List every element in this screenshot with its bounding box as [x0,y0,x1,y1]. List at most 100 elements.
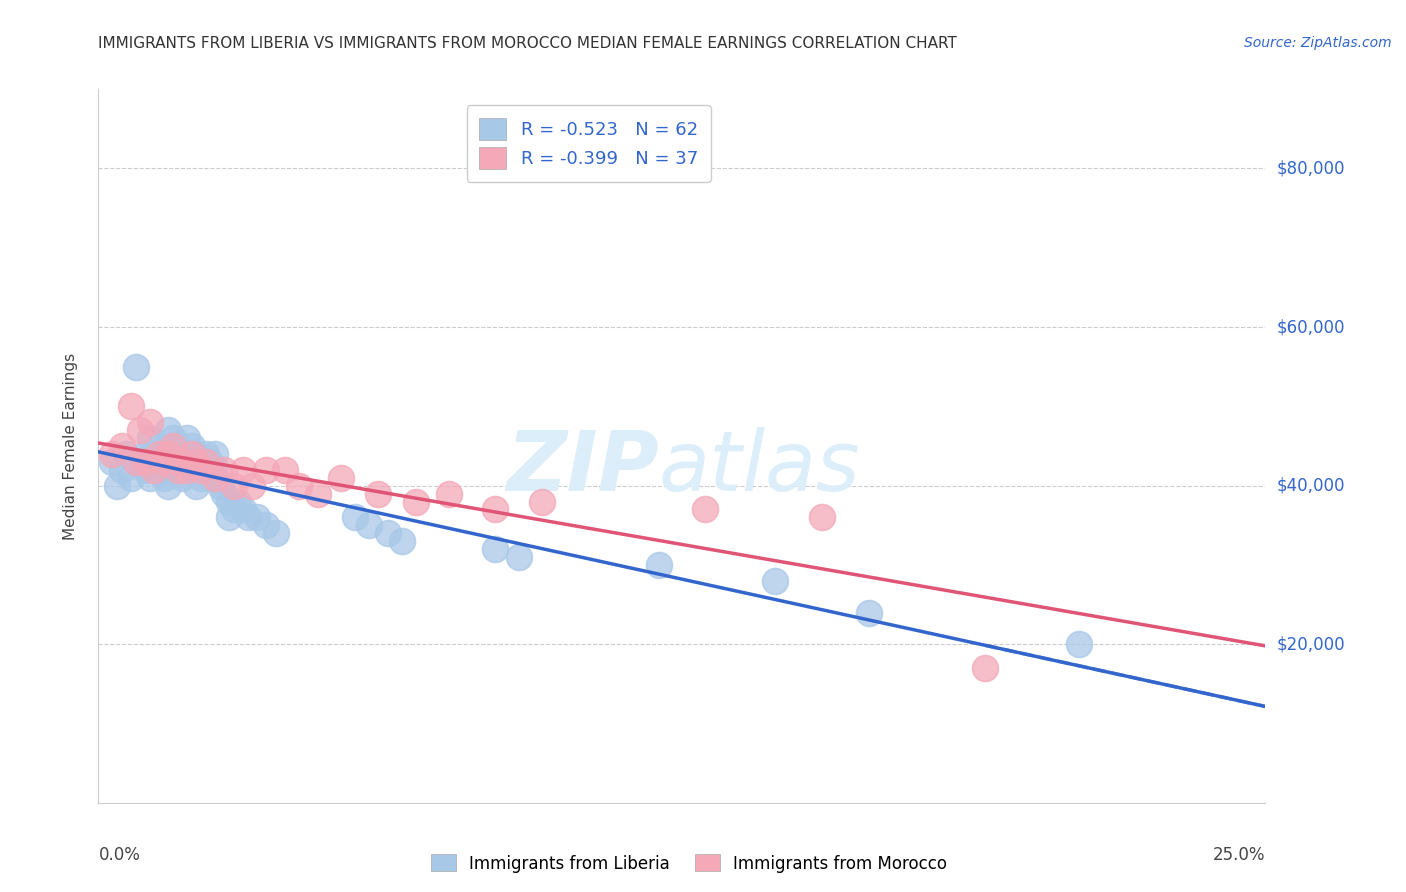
Point [204,463,226,477]
Text: 0.0%: 0.0% [98,846,141,863]
Point [148,463,170,477]
Point [162,447,184,461]
Point [139,415,162,429]
Point [166,455,188,469]
Point [172,471,194,485]
Point [274,463,297,477]
Point [190,471,212,485]
Point [180,447,202,461]
Point [186,478,208,492]
Point [120,400,142,414]
Point [143,463,166,477]
Point [437,486,460,500]
Text: $60,000: $60,000 [1277,318,1346,336]
Point [162,463,184,477]
Point [186,455,208,469]
Point [125,455,148,469]
Point [236,510,259,524]
Point [222,502,245,516]
Text: 25.0%: 25.0% [1213,846,1265,863]
Point [359,518,381,533]
Point [484,542,506,557]
Point [811,510,834,524]
Point [176,431,198,445]
Point [111,463,134,477]
Point [228,494,250,508]
Point [858,606,880,620]
Point [232,463,254,477]
Point [214,486,236,500]
Point [111,439,134,453]
Point [200,471,222,485]
Text: $80,000: $80,000 [1277,160,1346,178]
Point [129,455,152,469]
Point [176,463,198,477]
Point [974,661,997,675]
Point [180,439,202,453]
Point [105,478,128,492]
Point [190,455,212,469]
Point [264,526,287,541]
Point [530,494,553,508]
Point [134,447,156,461]
Point [162,439,184,453]
Point [134,455,156,469]
Point [186,447,208,461]
Point [172,447,194,461]
Point [246,510,269,524]
Text: $20,000: $20,000 [1277,635,1346,653]
Point [152,471,174,485]
Point [194,463,217,477]
Text: atlas: atlas [658,427,860,508]
Point [194,447,217,461]
Point [190,463,212,477]
Point [484,502,506,516]
Point [204,447,226,461]
Text: ZIP: ZIP [506,427,658,508]
Point [391,534,413,549]
Point [288,478,311,492]
Point [647,558,669,572]
Point [148,447,170,461]
Point [232,502,254,516]
Point [218,510,240,524]
Point [208,478,231,492]
Point [139,431,162,445]
Point [152,455,174,469]
Point [214,463,236,477]
Point [157,455,180,469]
Point [218,494,240,508]
Point [139,471,162,485]
Point [166,439,188,453]
Point [143,455,166,469]
Point [129,423,152,437]
Point [162,431,184,445]
Point [166,463,188,477]
Point [242,478,264,492]
Text: IMMIGRANTS FROM LIBERIA VS IMMIGRANTS FROM MOROCCO MEDIAN FEMALE EARNINGS CORREL: IMMIGRANTS FROM LIBERIA VS IMMIGRANTS FR… [98,36,957,51]
Legend: R = -0.523   N = 62, R = -0.399   N = 37: R = -0.523 N = 62, R = -0.399 N = 37 [467,105,710,182]
Point [180,463,202,477]
Point [157,447,180,461]
Point [763,574,786,588]
Point [222,478,245,492]
Point [1067,637,1090,651]
Y-axis label: Median Female Earnings: Median Female Earnings [63,352,77,540]
Text: $40,000: $40,000 [1277,476,1346,495]
Point [256,463,278,477]
Point [143,447,166,461]
Point [330,471,353,485]
Point [508,549,530,564]
Point [200,455,222,469]
Point [367,486,389,500]
Point [157,423,180,437]
Point [695,502,717,516]
Text: Source: ZipAtlas.com: Source: ZipAtlas.com [1244,36,1392,50]
Point [157,478,180,492]
Point [115,447,138,461]
Point [148,439,170,453]
Point [101,455,124,469]
Point [256,518,278,533]
Point [194,455,217,469]
Point [125,359,148,374]
